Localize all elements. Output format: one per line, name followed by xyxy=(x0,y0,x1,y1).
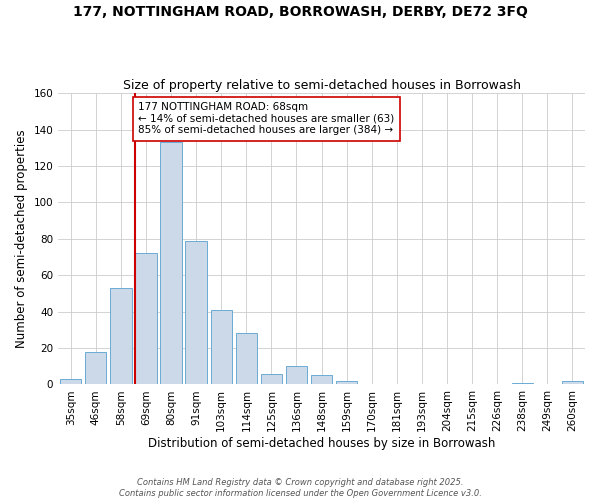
X-axis label: Distribution of semi-detached houses by size in Borrowash: Distribution of semi-detached houses by … xyxy=(148,437,495,450)
Bar xyxy=(185,240,207,384)
Text: Contains HM Land Registry data © Crown copyright and database right 2025.
Contai: Contains HM Land Registry data © Crown c… xyxy=(119,478,481,498)
Text: 177 NOTTINGHAM ROAD: 68sqm
← 14% of semi-detached houses are smaller (63)
85% of: 177 NOTTINGHAM ROAD: 68sqm ← 14% of semi… xyxy=(139,102,395,136)
Bar xyxy=(311,376,332,384)
Bar xyxy=(336,381,358,384)
Bar xyxy=(211,310,232,384)
Bar xyxy=(236,334,257,384)
Bar xyxy=(110,288,131,384)
Bar xyxy=(136,254,157,384)
Y-axis label: Number of semi-detached properties: Number of semi-detached properties xyxy=(15,130,28,348)
Bar xyxy=(60,379,82,384)
Bar xyxy=(286,366,307,384)
Bar xyxy=(85,352,106,384)
Bar xyxy=(562,381,583,384)
Title: Size of property relative to semi-detached houses in Borrowash: Size of property relative to semi-detach… xyxy=(122,79,521,92)
Text: 177, NOTTINGHAM ROAD, BORROWASH, DERBY, DE72 3FQ: 177, NOTTINGHAM ROAD, BORROWASH, DERBY, … xyxy=(73,5,527,19)
Bar xyxy=(261,374,282,384)
Bar xyxy=(512,382,533,384)
Bar xyxy=(160,142,182,384)
